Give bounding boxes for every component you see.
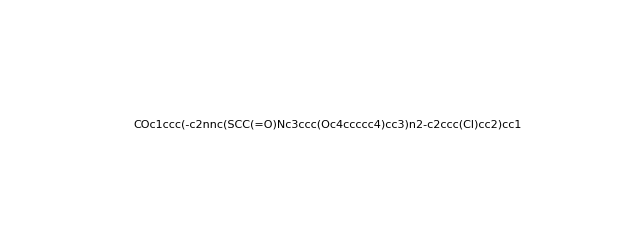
Text: COc1ccc(-c2nnc(SCC(=O)Nc3ccc(Oc4ccccc4)cc3)n2-c2ccc(Cl)cc2)cc1: COc1ccc(-c2nnc(SCC(=O)Nc3ccc(Oc4ccccc4)c… (134, 120, 522, 130)
